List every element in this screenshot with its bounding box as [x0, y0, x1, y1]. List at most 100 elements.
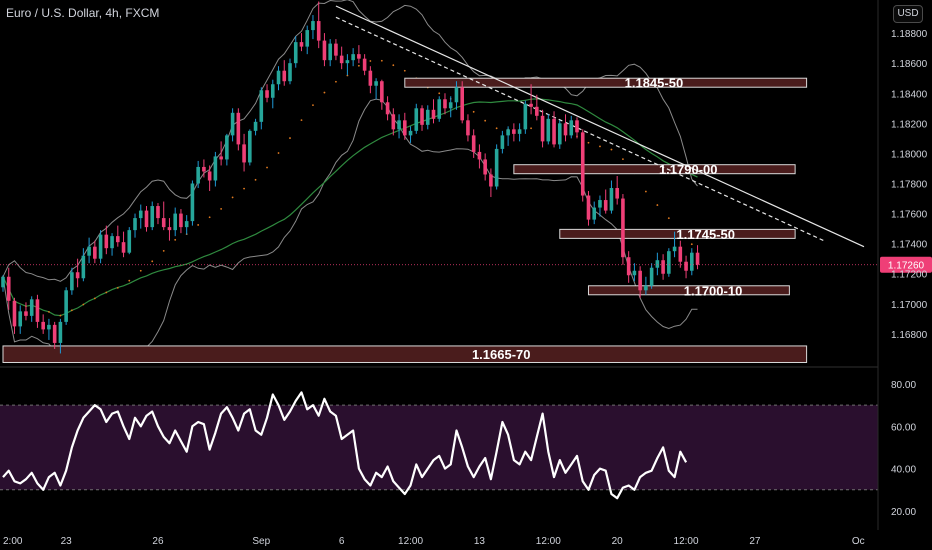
basis-dot	[116, 286, 119, 289]
bull-candle	[276, 70, 281, 85]
bull-candle	[127, 230, 132, 253]
bull-candle	[609, 188, 614, 211]
bull-candle	[64, 290, 68, 322]
bear-candle	[563, 123, 568, 136]
basis-dot	[599, 145, 601, 148]
bull-candle	[311, 21, 315, 31]
bear-candle	[219, 156, 223, 160]
bull-candle	[190, 183, 195, 222]
bull-candle	[305, 30, 310, 47]
bear-candle	[661, 260, 665, 274]
sr-zone	[2, 345, 808, 363]
basis-dot	[243, 187, 245, 190]
bear-candle	[104, 234, 109, 249]
bear-candle	[316, 21, 321, 41]
bull-candle	[248, 130, 252, 163]
basis-dot	[323, 91, 326, 94]
time-tick-label: 12:00	[398, 536, 423, 547]
basis-dot	[495, 127, 498, 130]
basis-dot	[300, 119, 303, 122]
bull-candle	[70, 272, 74, 291]
bull-candle	[110, 236, 114, 249]
last-price-badge	[880, 256, 932, 273]
bull-candle	[18, 311, 23, 327]
basis-dot	[530, 127, 532, 130]
bull-candle	[425, 109, 430, 125]
bear-candle	[24, 311, 28, 316]
bear-candle	[626, 257, 631, 276]
bull-candle	[667, 251, 671, 274]
bull-candle	[672, 246, 677, 252]
bull-candle	[293, 42, 298, 64]
price-tick-label: 1.17200	[891, 270, 928, 281]
bull-candle	[397, 120, 401, 130]
rsi-line	[2, 391, 688, 500]
basis-dot	[220, 208, 223, 210]
bear-candle	[695, 252, 700, 265]
bear-candle	[236, 112, 241, 145]
bull-candle	[454, 87, 459, 103]
bear-candle	[41, 321, 45, 330]
basis-dot	[151, 260, 154, 263]
bear-candle	[460, 87, 464, 121]
symbol-title[interactable]: Euro / U.S. Dollar, 4h, FXCM	[6, 6, 159, 20]
bear-candle	[167, 227, 172, 231]
bull-candle	[29, 299, 34, 316]
basis-dot	[139, 269, 142, 272]
bear-candle	[12, 300, 17, 327]
bear-candle	[471, 135, 476, 152]
bear-candle	[299, 42, 304, 47]
basis-dot	[93, 297, 96, 300]
time-tick-label: 12:00	[674, 536, 699, 547]
basis-dot	[266, 166, 268, 169]
time-tick-label: 6	[339, 536, 345, 547]
bull-candle	[592, 207, 597, 220]
bear-candle	[621, 198, 625, 258]
bull-candle	[437, 99, 442, 119]
bull-candle	[557, 123, 562, 145]
basis-dot	[357, 64, 360, 67]
bear-candle	[265, 90, 269, 98]
basis-dot	[312, 104, 314, 107]
bull-candle	[196, 166, 200, 184]
bull-candle	[259, 90, 264, 122]
rsi-tick-label: 20.00	[891, 507, 916, 518]
bull-candle	[173, 213, 177, 231]
bull-candle	[655, 260, 660, 268]
bear-candle	[380, 81, 384, 103]
basis-dot	[174, 238, 177, 241]
rsi-tick-label: 80.00	[891, 380, 916, 391]
basis-dot	[197, 224, 200, 226]
basis-dot	[231, 196, 234, 199]
price-tick-label: 1.17400	[891, 240, 928, 251]
bull-candle	[649, 267, 654, 286]
basis-dot	[208, 216, 211, 219]
basis-dot	[587, 141, 590, 144]
sr-zone	[559, 228, 796, 239]
bear-candle	[603, 200, 608, 211]
bear-candle	[638, 270, 642, 291]
bull-candle	[546, 118, 551, 142]
time-tick-label: 13	[474, 536, 486, 547]
price-tick-label: 1.18000	[891, 149, 928, 160]
bear-candle	[6, 276, 11, 301]
basis-dot	[335, 80, 337, 83]
bear-candle	[202, 166, 206, 172]
price-tick-label: 1.18800	[891, 29, 928, 40]
bear-candle	[339, 55, 344, 64]
basis-dot	[610, 148, 613, 151]
bear-candle	[552, 118, 556, 145]
price-tick-label: 1.18400	[891, 89, 928, 100]
bull-candle	[47, 324, 51, 330]
bull-candle	[230, 112, 235, 136]
basis-dot	[484, 119, 487, 122]
bear-candle	[678, 246, 683, 262]
sr-zone	[513, 164, 796, 175]
time-tick-label: Sep	[252, 536, 270, 547]
currency-button[interactable]: USD	[893, 5, 923, 23]
bear-candle	[483, 159, 487, 175]
bull-candle	[632, 270, 637, 276]
bear-candle	[322, 40, 327, 61]
bear-candle	[179, 213, 183, 228]
